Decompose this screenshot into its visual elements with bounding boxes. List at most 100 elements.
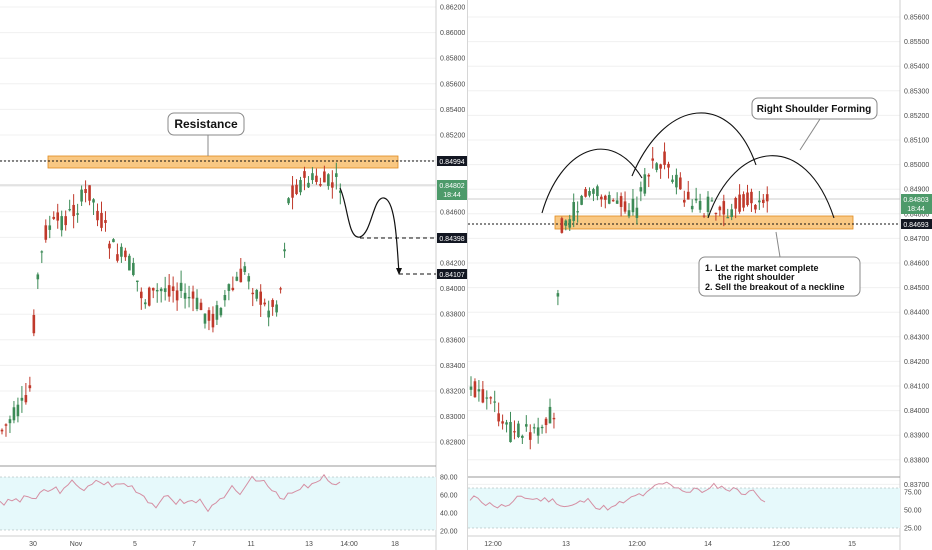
candle-body xyxy=(588,191,591,196)
candle-body xyxy=(702,215,706,217)
candle-body xyxy=(20,397,24,401)
candle-body xyxy=(100,212,103,228)
left-shoulder-arc xyxy=(541,148,643,214)
time-axis-label: 5 xyxy=(133,541,137,548)
price-axis-label: 0.85400 xyxy=(440,107,465,114)
candle-body xyxy=(655,163,658,170)
candle-body xyxy=(191,291,195,299)
projected-arrow-icon xyxy=(396,268,402,275)
candle-body xyxy=(219,308,223,316)
price-axis-label: 0.83200 xyxy=(440,389,465,396)
candle-body xyxy=(251,292,255,295)
candle-body xyxy=(623,201,627,212)
candle-body xyxy=(663,151,666,165)
price-axis-label: 0.84900 xyxy=(904,187,929,194)
right-rsi-line xyxy=(469,481,766,511)
instructions-line-2: the right shoulder xyxy=(718,272,795,282)
price-axis-label: 0.84600 xyxy=(904,261,929,268)
candle-body xyxy=(104,220,107,223)
price-axis-label: 0.84000 xyxy=(904,408,929,415)
candle-body xyxy=(32,314,36,334)
target1-price-value: 0.84398 xyxy=(439,236,464,243)
right-rsi-band xyxy=(468,488,900,528)
right-shoulder-callout-box[interactable] xyxy=(751,97,878,120)
candle-body xyxy=(525,424,528,427)
candle-body xyxy=(513,431,516,433)
price-axis-label: 0.86000 xyxy=(440,30,465,37)
candle-body xyxy=(48,225,52,230)
candle-body xyxy=(576,211,579,213)
candle-body xyxy=(132,262,135,275)
candle-body xyxy=(24,395,28,403)
candle-body xyxy=(195,297,199,310)
candle-body xyxy=(124,250,127,258)
candle-body xyxy=(16,404,20,417)
candle-body xyxy=(481,389,485,403)
candle-body xyxy=(548,406,552,424)
candle-body xyxy=(311,173,314,181)
candle-body xyxy=(307,182,310,188)
price-axis-label: 0.84700 xyxy=(904,236,929,243)
price-axis-label: 0.84200 xyxy=(904,359,929,366)
candle-body xyxy=(528,432,532,440)
candle-body xyxy=(255,289,259,299)
candle-body xyxy=(171,286,175,292)
candle-body xyxy=(734,198,737,209)
candle-body xyxy=(108,243,111,249)
candle-body xyxy=(167,285,171,297)
left-rsi-axis: 80.00 60.00 40.00 20.00 xyxy=(440,475,458,536)
candle-body xyxy=(686,191,690,200)
candle-body xyxy=(96,210,99,221)
candle-body xyxy=(758,200,761,203)
rsi-axis-label: 60.00 xyxy=(440,493,458,500)
price-axis-label: 0.85500 xyxy=(904,39,929,46)
candle-body xyxy=(536,427,540,436)
resistance-callout-text: Resistance xyxy=(174,117,238,131)
time-axis-label: 12:00 xyxy=(772,541,790,548)
candle-body xyxy=(726,217,730,219)
rsi-axis-label: 50.00 xyxy=(904,508,922,515)
candle-body xyxy=(540,426,544,429)
price-axis-label: 0.84100 xyxy=(904,384,929,391)
candle-body xyxy=(223,295,227,301)
rsi-axis-label: 80.00 xyxy=(440,475,458,482)
candle-body xyxy=(485,397,489,399)
candle-body xyxy=(690,205,694,210)
price-axis-label: 0.85100 xyxy=(904,138,929,145)
target1-price-tag xyxy=(437,233,467,243)
candle-body xyxy=(611,200,615,202)
panel-divider xyxy=(467,0,468,550)
time-axis-label: 30 xyxy=(29,541,37,548)
candle-body xyxy=(315,175,318,182)
price-axis-label: 0.85000 xyxy=(904,162,929,169)
candle-body xyxy=(706,196,710,212)
candle-body xyxy=(596,186,599,197)
candle-body xyxy=(679,177,682,190)
candle-body xyxy=(600,196,603,200)
price-axis-label: 0.85800 xyxy=(440,56,465,63)
candle-body xyxy=(112,239,115,243)
price-axis-label: 0.84200 xyxy=(440,261,465,268)
candle-body xyxy=(552,417,556,420)
candle-body xyxy=(517,423,520,438)
left-countdown-value: 18:44 xyxy=(443,192,461,199)
candle-body xyxy=(243,266,247,273)
right-shoulder-arc xyxy=(707,155,835,219)
right-rsi-axis: 75.00 50.00 25.00 xyxy=(904,490,922,533)
resistance-callout-box[interactable] xyxy=(167,112,245,136)
time-axis-label: 18 xyxy=(391,541,399,548)
left-last-price-tag xyxy=(437,180,467,200)
candle-body xyxy=(279,288,282,290)
candle-body xyxy=(746,192,749,206)
time-axis-label: 14:00 xyxy=(340,541,358,548)
candle-body xyxy=(477,389,481,392)
candle-body xyxy=(92,199,95,203)
candle-body xyxy=(659,164,662,169)
left-chart-panel[interactable]: Resistance 0.86200 0.86000 0.85800 0.85600 0… xyxy=(0,0,467,550)
candle-body xyxy=(754,204,757,210)
price-axis-label: 0.85600 xyxy=(440,81,465,88)
right-chart-panel[interactable]: Right Shoulder Forming 1. Let the market… xyxy=(468,0,932,550)
resistance-zone[interactable] xyxy=(47,155,399,169)
candle-body xyxy=(683,199,686,203)
